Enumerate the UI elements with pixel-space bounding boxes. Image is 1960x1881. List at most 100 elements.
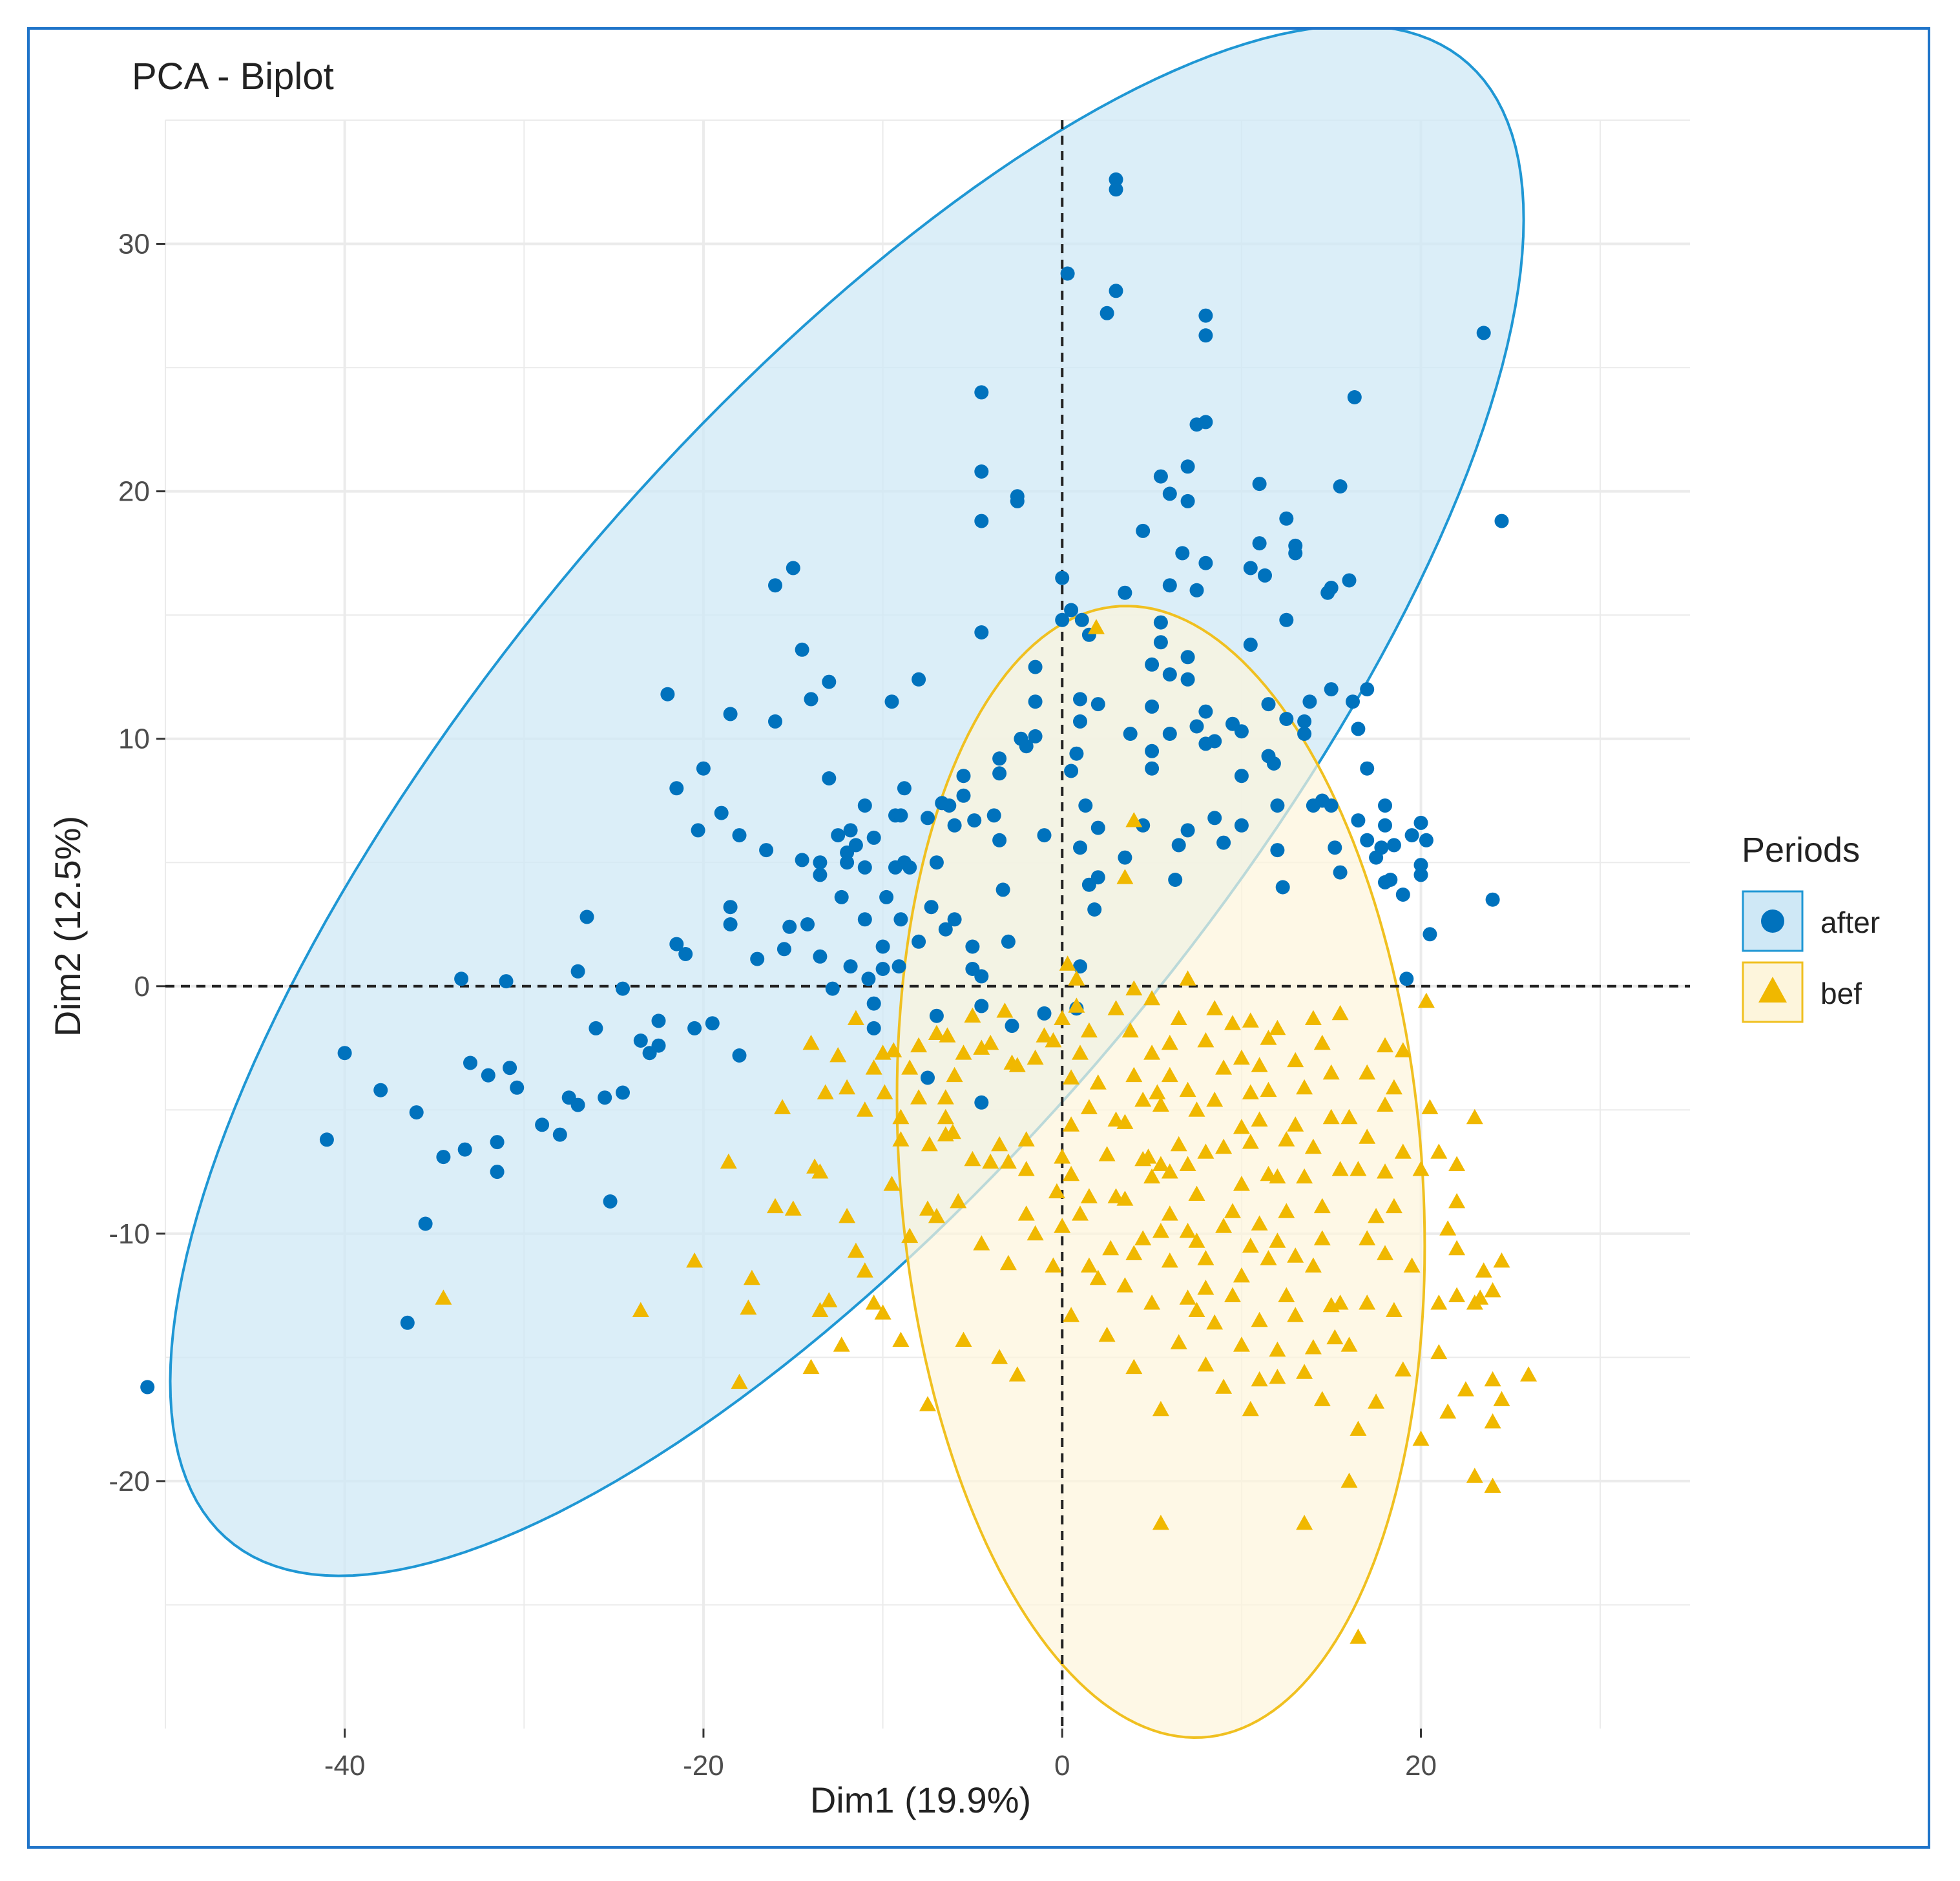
point-bef bbox=[1340, 1472, 1358, 1488]
point-after bbox=[1028, 729, 1043, 743]
point-after bbox=[651, 1038, 666, 1053]
point-bef bbox=[1242, 1134, 1259, 1149]
point-bef bbox=[1484, 1371, 1501, 1387]
point-after bbox=[891, 959, 906, 974]
point-bef bbox=[991, 1349, 1008, 1364]
point-bef bbox=[743, 1269, 760, 1285]
point-bef bbox=[1377, 1096, 1393, 1112]
point-bef bbox=[1170, 1010, 1187, 1025]
point-after bbox=[1162, 667, 1177, 682]
point-bef bbox=[1377, 1245, 1393, 1260]
y-tick-label: 20 bbox=[118, 476, 150, 508]
point-bef bbox=[1296, 1168, 1313, 1184]
point-bef bbox=[1472, 1289, 1489, 1305]
y-tick-label: -20 bbox=[109, 1466, 150, 1497]
point-bef bbox=[1206, 1000, 1224, 1015]
point-after bbox=[319, 1132, 334, 1147]
point-bef bbox=[1287, 1052, 1304, 1068]
point-after bbox=[1346, 694, 1360, 709]
point-after bbox=[1060, 266, 1075, 281]
point-after bbox=[463, 1055, 477, 1070]
point-bef bbox=[1493, 1391, 1510, 1406]
x-tick-label: -40 bbox=[324, 1750, 366, 1782]
point-bef bbox=[1063, 1116, 1080, 1132]
point-bef bbox=[1457, 1381, 1474, 1397]
point-bef bbox=[921, 1136, 938, 1152]
point-after bbox=[1395, 888, 1410, 902]
point-after bbox=[750, 951, 765, 966]
point-bef bbox=[1350, 1420, 1367, 1436]
point-bef bbox=[1269, 1341, 1286, 1357]
point-bef bbox=[1048, 1183, 1065, 1199]
point-bef bbox=[1179, 1289, 1196, 1305]
legend: Periods after bef bbox=[1742, 831, 1880, 1023]
point-after bbox=[1328, 840, 1342, 855]
point-after bbox=[1028, 660, 1043, 674]
point-after bbox=[1189, 719, 1204, 734]
point-after bbox=[1234, 769, 1249, 784]
point-bef bbox=[955, 1044, 972, 1060]
point-after bbox=[1162, 486, 1177, 501]
point-bef bbox=[1287, 1116, 1304, 1132]
point-after bbox=[696, 761, 711, 776]
point-bef bbox=[720, 1153, 737, 1169]
point-bef bbox=[1448, 1287, 1466, 1302]
point-bef bbox=[1350, 1161, 1367, 1176]
point-after bbox=[804, 692, 818, 707]
point-bef bbox=[774, 1099, 791, 1114]
point-after bbox=[660, 687, 675, 701]
point-bef bbox=[839, 1079, 856, 1095]
point-after bbox=[1419, 833, 1434, 847]
point-bef bbox=[1152, 1515, 1169, 1530]
point-bef bbox=[973, 1235, 990, 1251]
point-after bbox=[1243, 638, 1258, 652]
point-bef bbox=[1188, 1101, 1205, 1117]
point-after bbox=[1351, 722, 1366, 736]
point-bef bbox=[1359, 1064, 1376, 1080]
point-bef bbox=[885, 1042, 902, 1057]
confidence-ellipses bbox=[169, 30, 1525, 1740]
point-after bbox=[1180, 823, 1195, 838]
point-after bbox=[1118, 850, 1132, 865]
point-after bbox=[800, 917, 815, 931]
point-after bbox=[857, 912, 872, 927]
point-bef bbox=[435, 1289, 452, 1305]
point-bef bbox=[1304, 1010, 1322, 1025]
point-bef bbox=[1475, 1262, 1492, 1278]
point-after bbox=[490, 1165, 505, 1180]
point-after bbox=[1069, 746, 1084, 761]
point-bef bbox=[996, 1003, 1014, 1018]
point-bef bbox=[955, 1331, 972, 1347]
point-after bbox=[373, 1083, 388, 1097]
point-bef bbox=[1278, 1203, 1295, 1218]
point-bef bbox=[1017, 1131, 1035, 1147]
point-bef bbox=[1027, 1049, 1044, 1065]
point-after bbox=[1413, 868, 1428, 882]
point-after bbox=[822, 674, 837, 689]
point-after bbox=[418, 1216, 433, 1231]
point-after bbox=[1198, 415, 1213, 430]
point-after bbox=[974, 999, 989, 1013]
point-after bbox=[1324, 581, 1339, 595]
point-after bbox=[813, 868, 828, 882]
point-after bbox=[1198, 556, 1213, 570]
point-after bbox=[1423, 927, 1437, 942]
point-after bbox=[822, 771, 837, 785]
point-bef bbox=[1377, 1163, 1393, 1179]
point-bef bbox=[919, 1396, 936, 1411]
point-after bbox=[843, 959, 858, 974]
point-after bbox=[1413, 815, 1428, 830]
point-bef bbox=[1520, 1366, 1538, 1382]
point-after bbox=[996, 882, 1010, 897]
point-bef bbox=[1233, 1267, 1250, 1283]
point-bef bbox=[1161, 1163, 1178, 1179]
point-after bbox=[1064, 603, 1079, 618]
point-bef bbox=[731, 1373, 748, 1389]
point-after bbox=[552, 1127, 567, 1142]
point-bef bbox=[1340, 1108, 1358, 1125]
point-after bbox=[1494, 514, 1509, 528]
point-after bbox=[454, 972, 469, 986]
point-after bbox=[1073, 714, 1087, 729]
point-bef bbox=[1394, 1042, 1412, 1057]
point-after bbox=[732, 828, 747, 843]
